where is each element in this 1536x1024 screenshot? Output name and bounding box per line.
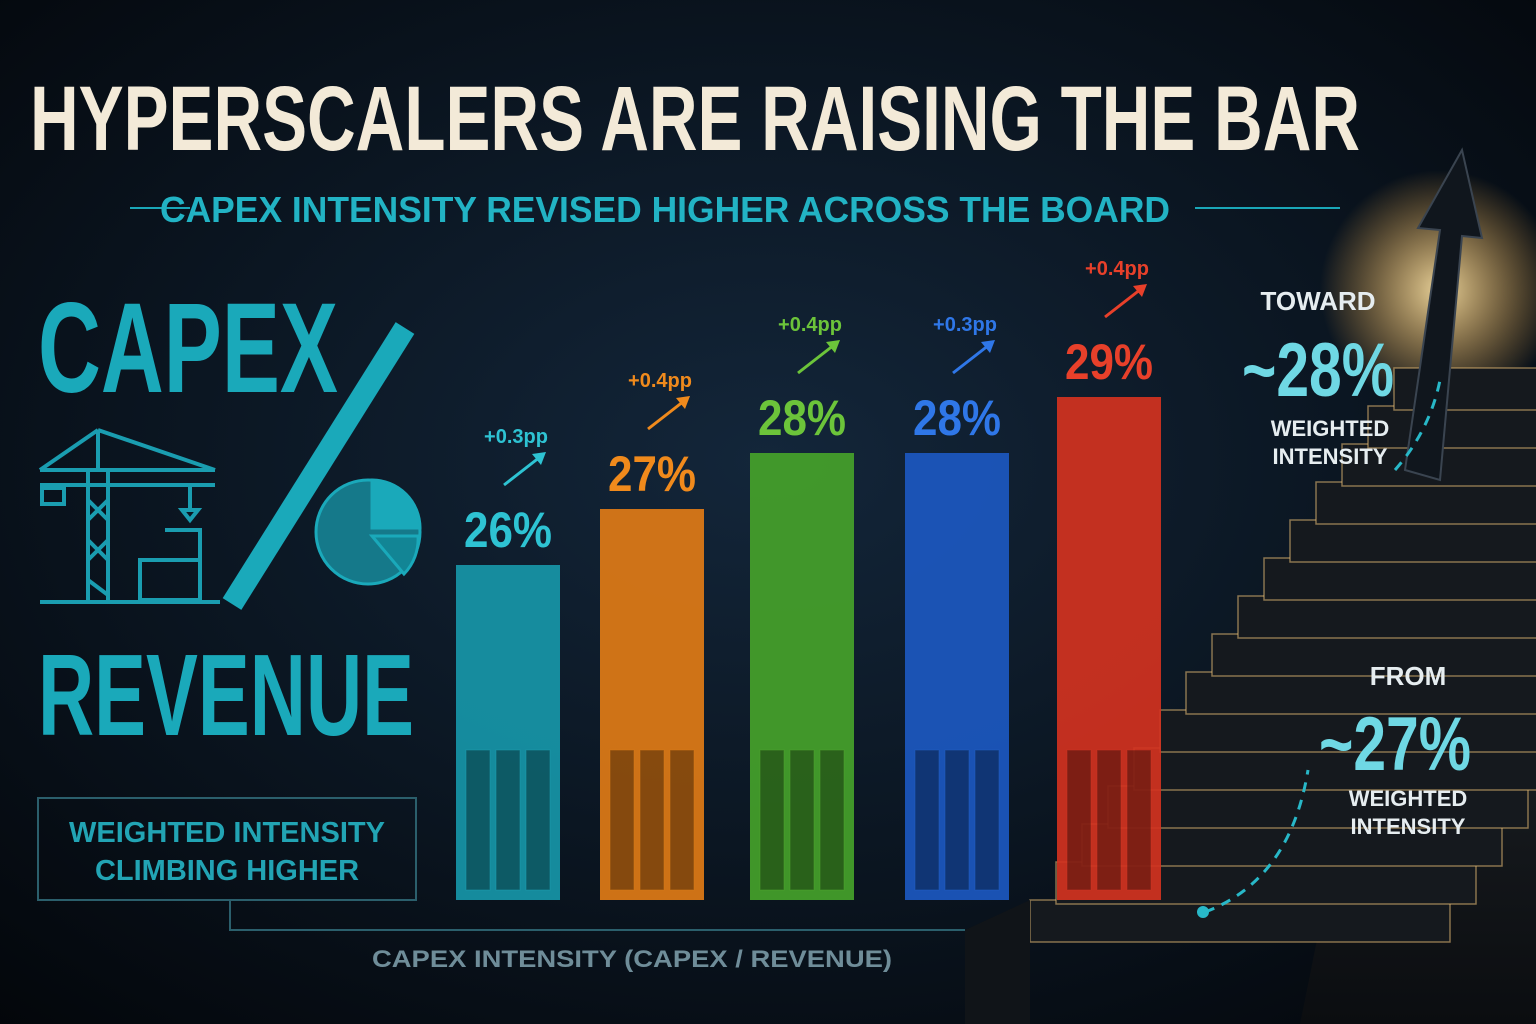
rack bbox=[759, 749, 785, 891]
stair bbox=[1263, 557, 1536, 601]
change-arrow bbox=[797, 343, 835, 375]
stair bbox=[1237, 595, 1536, 639]
subtitle: CAPEX INTENSITY REVISED HIGHER ACROSS TH… bbox=[160, 189, 1170, 230]
dashed-arrow bbox=[1393, 379, 1442, 471]
rack bbox=[1066, 749, 1092, 891]
callout-value: ~27% bbox=[1319, 702, 1471, 787]
slash bbox=[222, 322, 415, 610]
value-label: 27% bbox=[608, 446, 696, 502]
callout-caption: INTENSITY bbox=[1273, 444, 1388, 469]
change-arrow bbox=[1104, 287, 1142, 319]
change-label: +0.4pp bbox=[628, 370, 692, 392]
change-label: +0.4pp bbox=[778, 314, 842, 336]
glow bbox=[1320, 170, 1536, 410]
stair-base bbox=[965, 900, 1030, 1024]
stair bbox=[1315, 481, 1536, 525]
rising-arrow bbox=[1403, 147, 1484, 482]
bar bbox=[1057, 397, 1161, 900]
callout-caption: INTENSITY bbox=[1351, 814, 1466, 839]
change-arrowhead bbox=[981, 340, 995, 353]
rack bbox=[669, 749, 695, 891]
rack bbox=[944, 749, 970, 891]
rack bbox=[974, 749, 1000, 891]
stair bbox=[1029, 899, 1451, 943]
callout-caption: WEIGHTED bbox=[1271, 416, 1390, 441]
rack bbox=[789, 749, 815, 891]
value-label: 29% bbox=[1065, 334, 1153, 390]
crane-icon bbox=[38, 428, 220, 604]
change-label: +0.3pp bbox=[484, 426, 548, 448]
note-box bbox=[37, 797, 417, 901]
value-label: 26% bbox=[464, 502, 552, 558]
value-label: 28% bbox=[758, 390, 846, 446]
pie-icon bbox=[314, 478, 422, 586]
panel-top: CAPEX bbox=[38, 277, 338, 420]
change-label: +0.3pp bbox=[933, 314, 997, 336]
change-arrowhead bbox=[532, 452, 546, 465]
callout-lead: TOWARD bbox=[1260, 286, 1375, 316]
callout-caption: WEIGHTED bbox=[1349, 786, 1468, 811]
change-arrowhead bbox=[1133, 284, 1147, 297]
value-label: 28% bbox=[913, 390, 1001, 446]
change-arrow bbox=[503, 455, 541, 487]
panel-bottom: REVENUE bbox=[38, 630, 414, 760]
change-arrow bbox=[647, 399, 685, 431]
callout-lead: FROM bbox=[1370, 661, 1447, 691]
bar bbox=[750, 453, 854, 900]
callout-value: ~28% bbox=[1242, 328, 1394, 413]
rack bbox=[914, 749, 940, 891]
bracket bbox=[229, 900, 965, 931]
rack bbox=[495, 749, 521, 891]
rack bbox=[1126, 749, 1152, 891]
rack bbox=[525, 749, 551, 891]
stair bbox=[1289, 519, 1536, 563]
rack bbox=[639, 749, 665, 891]
dot bbox=[1197, 906, 1209, 918]
change-arrowhead bbox=[676, 396, 690, 409]
rack bbox=[819, 749, 845, 891]
rack bbox=[465, 749, 491, 891]
bar bbox=[905, 453, 1009, 900]
rack bbox=[609, 749, 635, 891]
bars: 26% +0.3pp 27% +0.4pp 28% +0.4pp 28% +0.3pp 29% +… bbox=[456, 258, 1161, 900]
change-label: +0.4pp bbox=[1085, 258, 1149, 280]
rack bbox=[1096, 749, 1122, 891]
title: HYPERSCALERS ARE RAISING THE BAR bbox=[30, 68, 1360, 170]
bar bbox=[600, 509, 704, 900]
note-line: CLIMBING HIGHER bbox=[95, 855, 359, 887]
dashed-arrow bbox=[1204, 769, 1310, 914]
change-arrow bbox=[952, 343, 990, 375]
change-arrowhead bbox=[826, 340, 840, 353]
note-line: WEIGHTED INTENSITY bbox=[69, 817, 385, 849]
bar bbox=[456, 565, 560, 900]
x-axis-label: CAPEX INTENSITY (CAPEX / REVENUE) bbox=[372, 946, 892, 973]
staircase bbox=[965, 367, 1536, 1024]
